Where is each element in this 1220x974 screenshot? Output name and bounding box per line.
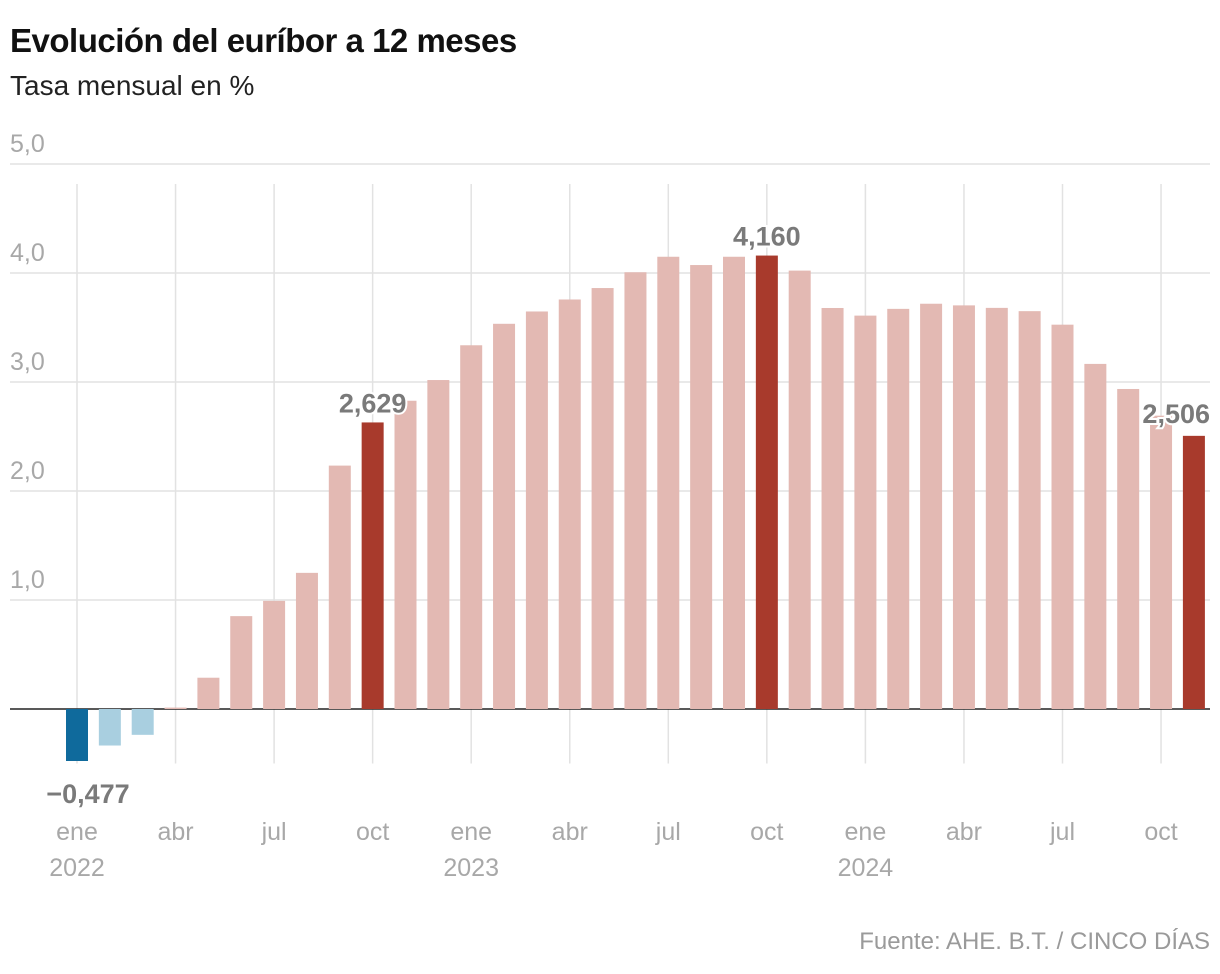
x-tick-label: abr xyxy=(157,818,193,846)
y-tick-label: 4,0 xyxy=(10,239,45,267)
x-tick-label: abr xyxy=(552,818,588,846)
y-tick-label: 3,0 xyxy=(10,348,45,376)
data-label: 2,506 xyxy=(1142,399,1210,429)
chart-subtitle: Tasa mensual en % xyxy=(10,70,255,101)
bar xyxy=(1084,363,1107,709)
bar xyxy=(66,709,88,761)
bar xyxy=(657,256,680,709)
x-tick-label: ene xyxy=(845,818,887,846)
x-tick-label: jul xyxy=(1049,818,1075,846)
bar xyxy=(1182,435,1205,709)
x-tick-label: ene xyxy=(56,818,98,846)
bar xyxy=(920,303,943,709)
x-tick-label: ene xyxy=(450,818,492,846)
source-note: Fuente: AHE. B.T. / CINCO DÍAS xyxy=(859,928,1210,955)
bar xyxy=(361,422,384,709)
bar xyxy=(985,307,1008,709)
bar xyxy=(1018,311,1041,709)
data-label: 4,160 xyxy=(733,222,801,252)
y-tick-label: 2,0 xyxy=(10,457,45,485)
bar xyxy=(493,323,516,709)
bar xyxy=(1117,388,1140,709)
bar xyxy=(821,307,844,709)
x-tick-label: abr xyxy=(946,818,982,846)
bar xyxy=(460,345,483,709)
bar xyxy=(1051,324,1074,709)
bar xyxy=(591,288,614,709)
data-label: −0,477 xyxy=(46,779,129,809)
bar xyxy=(887,308,910,709)
bar xyxy=(690,265,713,709)
bar xyxy=(624,272,647,709)
bar xyxy=(788,270,811,709)
bar xyxy=(558,299,581,709)
bar-layer xyxy=(66,255,1205,761)
bar xyxy=(263,600,286,709)
x-tick-label: jul xyxy=(655,818,681,846)
x-tick-label: oct xyxy=(356,818,389,846)
chart-title: Evolución del euríbor a 12 meses xyxy=(10,22,517,59)
x-tick-label: oct xyxy=(750,818,783,846)
bar xyxy=(427,380,450,709)
x-year-label: 2023 xyxy=(443,854,499,882)
bar xyxy=(197,677,220,709)
bar xyxy=(394,400,417,709)
x-year-label: 2024 xyxy=(838,854,894,882)
bar xyxy=(755,255,778,709)
y-tick-label: 5,0 xyxy=(10,130,45,158)
bar xyxy=(854,315,877,709)
x-tick-label: jul xyxy=(261,818,287,846)
y-tick-label: 1,0 xyxy=(10,566,45,594)
label-layer: 1,0 2,0 3,0 4,0 5,0 −0,477 2,629 4,160 2,506 ene 2… xyxy=(10,130,1212,882)
bar xyxy=(131,709,154,735)
x-tick-label: oct xyxy=(1144,818,1177,846)
bar xyxy=(295,572,318,709)
bar xyxy=(525,311,548,709)
bar xyxy=(1150,415,1173,709)
bar xyxy=(230,616,253,709)
bar xyxy=(723,256,745,709)
bar xyxy=(952,305,975,709)
bar xyxy=(328,465,351,709)
bar xyxy=(164,707,187,709)
x-year-label: 2022 xyxy=(49,854,105,882)
data-label: 2,629 xyxy=(339,388,407,418)
bar xyxy=(98,709,121,746)
